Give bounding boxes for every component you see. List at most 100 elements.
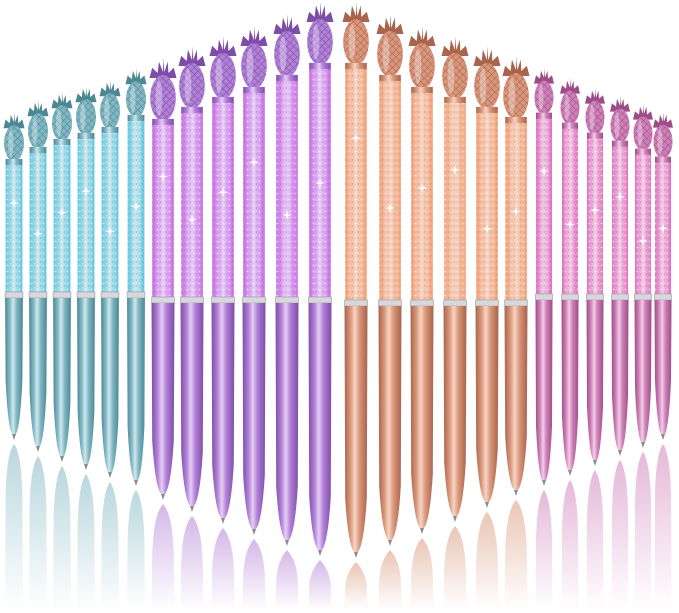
silver-band [378,299,402,307]
head-highlight [348,24,356,60]
collar [635,148,651,156]
pen-tip [134,480,138,486]
pen-barrel [443,306,467,516]
crystal-glitter [345,68,367,300]
silver-band [586,293,604,301]
pen-tip [388,540,392,546]
pen-teal [125,68,147,486]
pen-rose-gold [342,2,370,558]
pineapple-crown [3,112,25,129]
head-highlight [130,85,136,113]
head-highlight [215,58,223,94]
pineapple-crown [408,26,436,47]
pen-reflection [611,460,629,610]
collar [476,106,498,114]
silver-band [275,296,299,304]
silver-band [126,291,146,299]
silver-band [308,296,332,304]
pen-barrel [586,300,604,460]
pineapple-crown [273,14,301,35]
pen-reflection [53,466,71,610]
head-highlight [279,36,287,72]
silver-band [561,293,579,301]
head-highlight [657,128,663,155]
pineapple-head [377,31,403,77]
pen-purple [149,58,177,500]
pineapple-head [179,63,205,109]
head-highlight [312,24,320,60]
pen-teal [51,92,73,462]
sparkle-icon [282,209,292,220]
pen-barrel [127,298,145,480]
sparkle-icon [131,201,141,212]
head-highlight [104,97,110,125]
sparkle-icon [482,223,492,234]
sparkle-icon [565,219,575,230]
pen-barrel [53,298,71,456]
collar [309,62,331,70]
pen-reflection [242,539,266,610]
pineapple-crown [633,104,653,120]
sparkle-icon [417,183,427,194]
collar [212,96,234,104]
crystal-glitter [612,146,628,294]
pen-purple [209,36,237,524]
sparkle-icon [615,191,625,202]
pen-rose-gold [441,36,469,522]
pen-barrel [275,303,299,540]
head-highlight [614,112,620,139]
pen-reflection [101,482,119,610]
pen-barrel [378,306,402,540]
pen-reflection [211,528,235,610]
pen-pink [653,112,673,440]
pineapple-head [343,19,369,65]
collar [181,106,203,114]
collar [276,74,298,82]
pineapple-crown [209,36,237,57]
pineapple-head [100,93,120,129]
pen-reflection [410,538,434,610]
sparkle-icon [105,226,115,237]
pineapple-crown [342,2,370,23]
pineapple-head [52,105,72,141]
sparkle-icon [57,207,67,218]
silver-band [443,299,467,307]
crystal-glitter [444,102,466,300]
sparkle-icon [511,206,521,217]
pineapple-crown [610,96,630,112]
pineapple-head [150,75,176,121]
silver-band [654,293,672,301]
pen-tip [285,540,289,546]
crystal-glitter [243,92,265,297]
pen-reflection [475,512,499,610]
pen-reflections [5,444,672,610]
pineapple-crown [560,78,580,94]
collar [345,62,367,70]
pen-tip [514,490,518,496]
pineapple-crown [125,68,147,85]
collar [101,126,119,134]
crystal-glitter [587,138,603,294]
crystal-glitter [635,154,651,294]
pineapple-head [126,81,146,117]
pen-teal [99,80,121,478]
collar [587,132,603,140]
pineapple-head [409,43,435,89]
pen-barrel [211,303,235,518]
pen-barrel [5,298,23,434]
collar [379,74,401,82]
pen-reflection [443,526,467,610]
pineapple-crown [75,86,97,103]
pineapple-crown [99,80,121,97]
head-highlight [564,94,570,121]
pen-barrel [561,300,579,470]
head-highlight [589,104,595,131]
crystal-glitter [276,80,298,297]
pineapple-crown [376,14,404,35]
pen-tip [84,464,88,470]
pen-purple [240,26,268,535]
sparkle-icon [385,202,395,213]
pen-barrel [654,300,672,434]
crystal-glitter [77,138,95,292]
pineapple-head [442,53,468,99]
